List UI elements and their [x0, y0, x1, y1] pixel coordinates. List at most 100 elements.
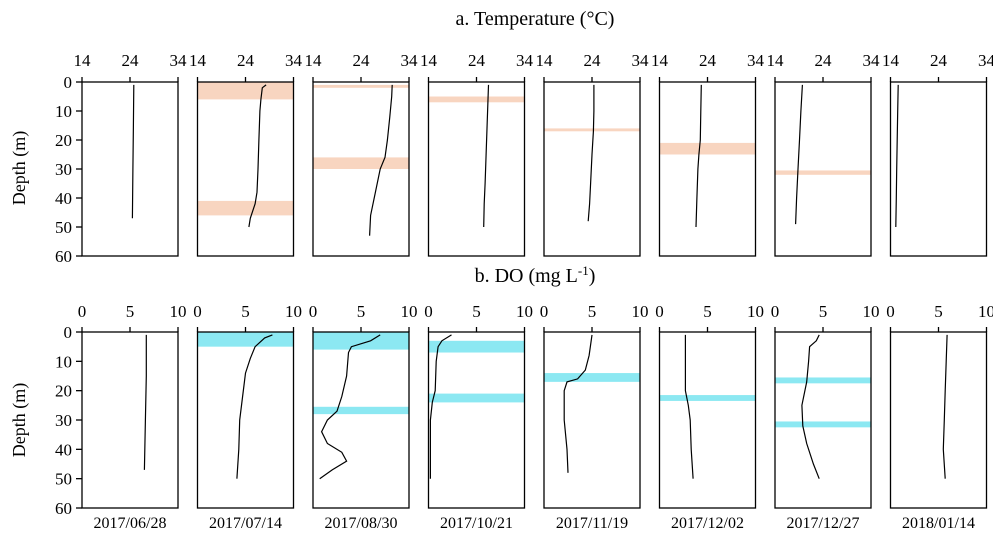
do-profile-line [684, 334, 694, 479]
depth-tick-label: 50 [55, 218, 72, 237]
do-profile-line [143, 334, 147, 470]
do-panel-1: 0 5 10 [78, 302, 187, 509]
temp-x-tick-label: 14 [305, 51, 323, 70]
do-panel-3: 0 5 10 [309, 302, 418, 509]
date-label: 2017/12/02 [671, 515, 744, 532]
date-label: 2017/11/19 [556, 515, 628, 532]
do-profile-line [801, 334, 820, 479]
temp-panel-7: 14 24 34 [767, 51, 881, 257]
date-label: 2017/07/14 [209, 515, 282, 532]
temp-x-tick-label: 24 [699, 51, 717, 70]
temp-x-tick-label: 34 [170, 51, 188, 70]
date-label: 2017/10/21 [440, 515, 513, 532]
depth-tick-label: 30 [55, 411, 72, 430]
temp-x-tick-label: 34 [978, 51, 993, 70]
temp-profile-line [483, 84, 490, 228]
temp-x-tick-label: 24 [122, 51, 140, 70]
do-x-tick-label: 5 [126, 302, 135, 321]
temperature-panels: 14 24 34 14 24 34 14 24 34 14 24 34 14 24 34 14 24 34 14 24… [74, 51, 993, 257]
temp-layer-band [659, 142, 756, 155]
temp-x-tick-label: 24 [930, 51, 948, 70]
do-x-tick-label: 5 [703, 302, 712, 321]
do-panel-5: 0 5 10 [540, 302, 649, 509]
depth-tick-label: 60 [55, 247, 72, 266]
do-x-tick-label: 0 [540, 302, 549, 321]
do-layer-band [544, 373, 640, 382]
do-x-tick-label: 0 [886, 302, 895, 321]
do-layer-band [313, 332, 409, 350]
do-panels: 0 5 10 0 5 10 0 5 10 0 5 10 0 5 10 0 5 10 0 5 10 0 5 10 [78, 302, 993, 509]
do-panel-7: 0 5 10 [771, 302, 880, 509]
temp-x-tick-label: 14 [74, 51, 92, 70]
temp-x-tick-label: 34 [401, 51, 419, 70]
do-x-tick-label: 5 [241, 302, 250, 321]
do-x-tick-label: 0 [771, 302, 780, 321]
do-depth-axis-label: Depth (m) [9, 383, 30, 457]
temp-panel-3: 14 24 34 [305, 51, 419, 257]
do-panel-8: 0 5 10 [886, 302, 993, 509]
do-x-tick-label: 5 [472, 302, 481, 321]
date-label: 2018/01/14 [902, 515, 975, 532]
temp-x-tick-label: 34 [863, 51, 881, 70]
do-x-tick-label: 5 [934, 302, 943, 321]
do-layer-band [313, 406, 409, 415]
depth-tick-label: 0 [64, 73, 73, 92]
do-x-tick-label: 10 [632, 302, 649, 321]
do-x-tick-label: 10 [978, 302, 993, 321]
temp-x-tick-label: 14 [536, 51, 554, 70]
do-panel-2: 0 5 10 [193, 302, 302, 509]
temperature-section-title: a. Temperature (°C) [456, 8, 615, 30]
temp-x-tick-label: 24 [815, 51, 833, 70]
temp-panel-2: 14 24 34 [189, 51, 303, 257]
temperature-depth-axis: 0 10 20 30 40 50 60 [55, 73, 82, 266]
do-layer-band [659, 395, 756, 401]
do-x-tick-label: 10 [285, 302, 302, 321]
temp-x-tick-label: 24 [353, 51, 371, 70]
temp-layer-band [197, 82, 294, 100]
temp-layer-band [775, 170, 871, 175]
do-layer-band [428, 340, 525, 353]
depth-tick-label: 10 [55, 102, 72, 121]
temp-layer-band [313, 84, 409, 88]
do-profile-line [319, 334, 381, 480]
temp-layer-band [428, 96, 525, 103]
temperature-depth-axis-label: Depth (m) [9, 131, 30, 205]
date-labels: 2017/06/28 2017/07/14 2017/08/30 2017/10/21… [94, 515, 975, 532]
temp-profile-line [131, 84, 135, 219]
temp-profile-line [695, 84, 702, 228]
depth-tick-label: 40 [55, 189, 72, 208]
do-depth-axis: 0 10 20 30 40 50 60 [55, 323, 82, 518]
do-layer-band [197, 332, 294, 347]
temp-x-tick-label: 24 [584, 51, 602, 70]
do-x-tick-label: 10 [863, 302, 880, 321]
do-x-tick-label: 10 [401, 302, 418, 321]
temp-x-tick-label: 34 [747, 51, 765, 70]
depth-tick-label: 0 [64, 323, 73, 342]
do-x-tick-label: 5 [357, 302, 366, 321]
depth-tick-label: 40 [55, 440, 72, 459]
temp-panel-1: 14 24 34 [74, 51, 188, 257]
date-label: 2017/06/28 [94, 515, 167, 532]
do-layer-band [775, 377, 871, 384]
temp-x-tick-label: 14 [651, 51, 669, 70]
do-x-tick-label: 10 [170, 302, 187, 321]
do-x-tick-label: 10 [516, 302, 533, 321]
do-x-tick-label: 10 [747, 302, 764, 321]
temp-x-tick-label: 14 [189, 51, 207, 70]
do-section-title: b. DO (mg L-1) [475, 263, 596, 287]
depth-tick-label: 60 [55, 499, 72, 518]
temp-x-tick-label: 14 [767, 51, 785, 70]
temp-panel-6: 14 24 34 [651, 51, 765, 257]
temp-x-tick-label: 34 [516, 51, 534, 70]
temp-x-tick-label: 14 [420, 51, 438, 70]
do-profile-line [236, 334, 273, 479]
temp-panel-8: 14 24 34 [882, 51, 993, 257]
do-layer-band [775, 421, 871, 428]
temp-x-tick-label: 14 [882, 51, 900, 70]
do-x-tick-label: 0 [78, 302, 87, 321]
do-title-end: ) [589, 265, 596, 287]
do-profile-line [563, 334, 593, 473]
temp-profile-line [587, 84, 595, 222]
temp-profile-line [895, 84, 899, 228]
do-profile-line [942, 334, 948, 479]
